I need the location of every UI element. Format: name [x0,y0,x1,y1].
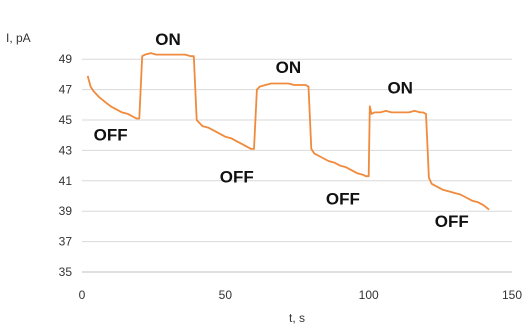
y-tick-label: 35 [59,265,73,279]
y-axis-label: I, pA [6,31,31,45]
annotation-label: OFF [326,189,360,208]
x-tick-label: 0 [79,288,86,302]
annotation-label: OFF [435,212,469,231]
y-tick-label: 45 [59,113,73,127]
grid [82,58,512,243]
annotation-label: ON [387,78,413,97]
x-tick-label: 150 [502,288,522,302]
y-tick-label: 37 [59,235,73,249]
x-tick-labels: 0 50 100 150 [79,288,523,302]
x-tick-label: 100 [359,288,379,302]
y-tick-label: 47 [59,83,73,97]
y-tick-label: 39 [59,204,73,218]
annotation-label: OFF [220,167,254,186]
x-axis-label: t, s [289,311,305,325]
y-tick-label: 49 [59,52,73,66]
y-tick-label: 41 [59,174,73,188]
annotation-label: ON [276,58,302,77]
annotations: ON ON ON OFF OFF OFF OFF [94,30,469,231]
x-tick-label: 50 [219,288,233,302]
annotation-label: OFF [94,126,128,145]
y-tick-labels: 35 37 39 41 43 45 47 49 [59,52,73,279]
annotation-label: ON [155,30,181,49]
y-tick-label: 43 [59,143,73,157]
current-series-line [86,52,490,211]
